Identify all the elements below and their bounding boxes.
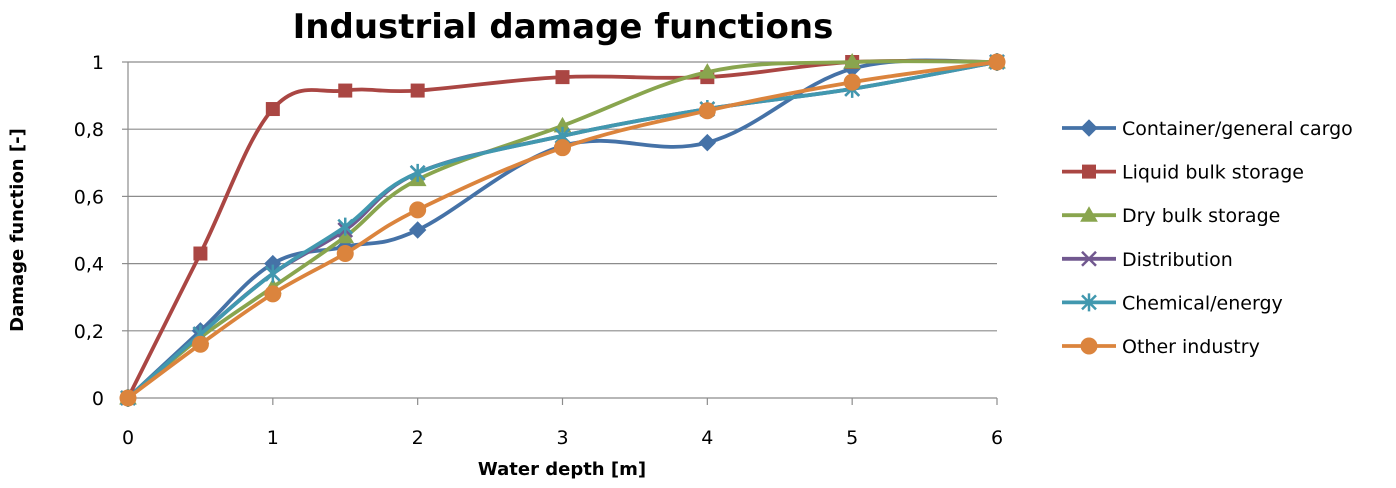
series-container-general-cargo xyxy=(119,53,1006,407)
series-other-industry xyxy=(119,53,1006,407)
series-line xyxy=(126,60,999,400)
data-point xyxy=(555,70,570,85)
series-distribution xyxy=(120,54,1005,406)
legend-label: Container/general cargo xyxy=(1122,118,1353,140)
series-dry-bulk-storage xyxy=(119,52,1006,405)
legend-label: Dry bulk storage xyxy=(1122,205,1280,227)
data-point xyxy=(264,264,281,283)
x-tick-label: 5 xyxy=(846,427,858,449)
data-point xyxy=(193,246,208,261)
y-axis-label: Damage function [-] xyxy=(7,128,28,332)
axes: 0 0,2 0,4 0,6 0,8 1 0 1 2 3 4 5 6 xyxy=(74,52,1003,449)
series-liquid-bulk-storage xyxy=(121,55,1004,405)
data-point xyxy=(988,53,1006,71)
data-point xyxy=(264,285,282,303)
legend-label: Distribution xyxy=(1122,249,1233,271)
x-tick-label: 0 xyxy=(122,427,134,449)
y-tick-label: 0,4 xyxy=(74,254,104,276)
chart-title: Industrial damage functions xyxy=(293,7,834,47)
legend-marker xyxy=(1080,337,1098,355)
series-line xyxy=(126,58,999,400)
series-line xyxy=(126,58,999,400)
y-tick-label: 1 xyxy=(92,52,104,74)
data-point xyxy=(338,83,353,98)
data-point xyxy=(191,335,209,353)
data-point xyxy=(265,102,280,117)
x-tick-label: 6 xyxy=(991,427,1003,449)
series-chemical-energy xyxy=(120,53,1005,407)
data-point xyxy=(336,245,354,263)
data-point xyxy=(698,102,716,120)
legend-label: Chemical/energy xyxy=(1122,292,1283,314)
data-point xyxy=(698,63,717,79)
x-tick-label: 2 xyxy=(412,427,424,449)
series-group xyxy=(119,52,1006,407)
legend: Container/general cargo Liquid bulk stora… xyxy=(1062,118,1353,358)
data-point xyxy=(698,133,717,152)
legend-marker xyxy=(1082,164,1096,179)
legend-item: Other industry xyxy=(1062,336,1260,358)
legend-marker xyxy=(1080,206,1098,222)
legend-marker xyxy=(1081,293,1097,312)
legend-item: Distribution xyxy=(1062,249,1233,271)
legend-marker xyxy=(1081,250,1097,267)
y-tick-label: 0 xyxy=(92,388,104,410)
data-point xyxy=(409,201,427,219)
legend-item: Chemical/energy xyxy=(1062,292,1283,314)
y-tick-label: 0,2 xyxy=(74,321,104,343)
data-point xyxy=(119,389,137,407)
legend-label: Other industry xyxy=(1122,336,1260,358)
legend-item: Liquid bulk storage xyxy=(1062,162,1304,184)
x-tick-label: 1 xyxy=(267,427,279,449)
legend-marker xyxy=(1080,119,1098,137)
legend-label: Liquid bulk storage xyxy=(1122,162,1304,184)
x-tick-label: 4 xyxy=(701,427,713,449)
series-line xyxy=(126,60,999,400)
y-tick-label: 0,6 xyxy=(74,186,104,208)
data-point xyxy=(337,217,354,236)
series-line xyxy=(126,59,999,400)
y-tick-label: 0,8 xyxy=(74,119,104,141)
data-point xyxy=(410,83,425,98)
data-point xyxy=(554,139,571,157)
data-point xyxy=(843,52,862,69)
series-line xyxy=(126,60,999,400)
data-point xyxy=(409,163,426,182)
data-point xyxy=(408,221,427,239)
legend-item: Dry bulk storage xyxy=(1062,205,1280,227)
x-axis-label: Water depth [m] xyxy=(478,459,646,480)
legend-item: Container/general cargo xyxy=(1062,118,1353,140)
data-point xyxy=(843,73,861,91)
x-tick-label: 3 xyxy=(556,427,568,449)
gridlines xyxy=(128,61,997,332)
